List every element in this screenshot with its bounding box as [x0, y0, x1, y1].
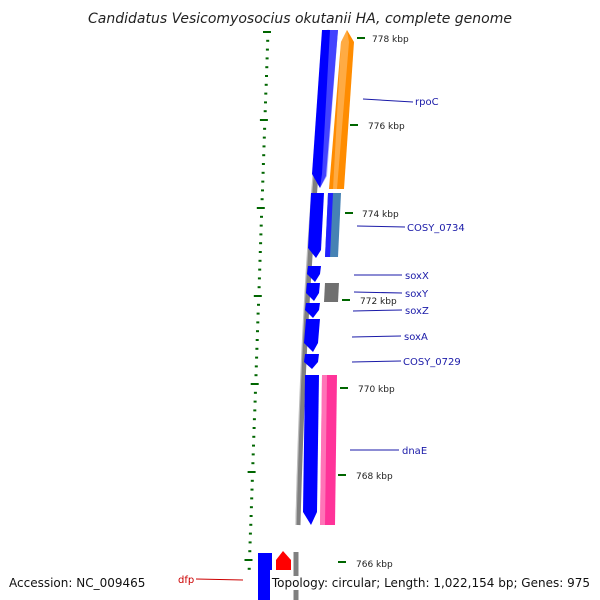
leader-rpoC	[362, 98, 414, 103]
gene-label-soxX: soxX	[405, 271, 429, 282]
cds-soxA-reverse	[304, 319, 320, 352]
cds-COSY-0729-reverse	[304, 354, 319, 369]
forward-strand-cds	[320, 30, 354, 525]
tick-label-768: 768 kbp	[356, 472, 393, 482]
genome-summary-text: Topology: circular; Length: 1,022,154 bp…	[269, 576, 590, 590]
gene-label-soxZ: soxZ	[405, 306, 429, 317]
gene-label-soxY: soxY	[405, 289, 429, 300]
cds-soxX-reverse	[307, 266, 321, 282]
leader-COSY-0729	[351, 360, 402, 363]
tick-label-774: 774 kbp	[362, 210, 399, 220]
cds-steelblue-inner	[325, 193, 333, 257]
leader-soxZ	[352, 309, 403, 312]
cds-COSY-0734-reverse	[308, 193, 324, 258]
tick-label-776: 776 kbp	[368, 122, 405, 132]
leader-COSY-0734	[356, 225, 406, 228]
cds-pink-shade	[320, 375, 327, 525]
cds-rpoC-reverse-shade	[320, 30, 338, 188]
cds-orange-shade	[333, 30, 349, 189]
gene-label-dfp: dfp	[178, 575, 194, 586]
reverse-strand-cds	[303, 30, 338, 525]
cds-dnaE-reverse	[303, 375, 319, 525]
gene-label-COSY-0729: COSY_0729	[403, 357, 461, 368]
tick-label-766: 766 kbp	[356, 560, 393, 570]
cds-blue-bottom	[258, 553, 272, 600]
position-ticks: 778 kbp 776 kbp 774 kbp 772 kbp 770 kbp …	[338, 35, 409, 570]
cds-soxY-reverse	[306, 283, 320, 301]
tick-label-778: 778 kbp	[372, 35, 409, 45]
leader-soxY	[353, 291, 403, 294]
gc-content-track	[244, 31, 271, 570]
gene-label-dnaE: dnaE	[402, 446, 427, 457]
cds-gray	[324, 283, 339, 302]
map-title: Candidatus Vesicomyosocius okutanii HA, …	[88, 11, 512, 27]
gene-label-rpoC: rpoC	[415, 97, 439, 108]
gene-label-COSY-0734: COSY_0734	[407, 223, 465, 234]
accession-text: Accession: NC_009465	[9, 576, 146, 590]
tick-label-770: 770 kbp	[358, 385, 395, 395]
gene-labels: rpoC COSY_0734 soxX soxY soxZ soxA COSY_…	[178, 97, 465, 586]
gene-label-soxA: soxA	[404, 332, 428, 343]
leader-soxA	[351, 335, 402, 338]
tick-label-772: 772 kbp	[360, 297, 397, 307]
leader-dfp	[195, 578, 244, 581]
cds-soxZ-reverse	[305, 303, 320, 318]
